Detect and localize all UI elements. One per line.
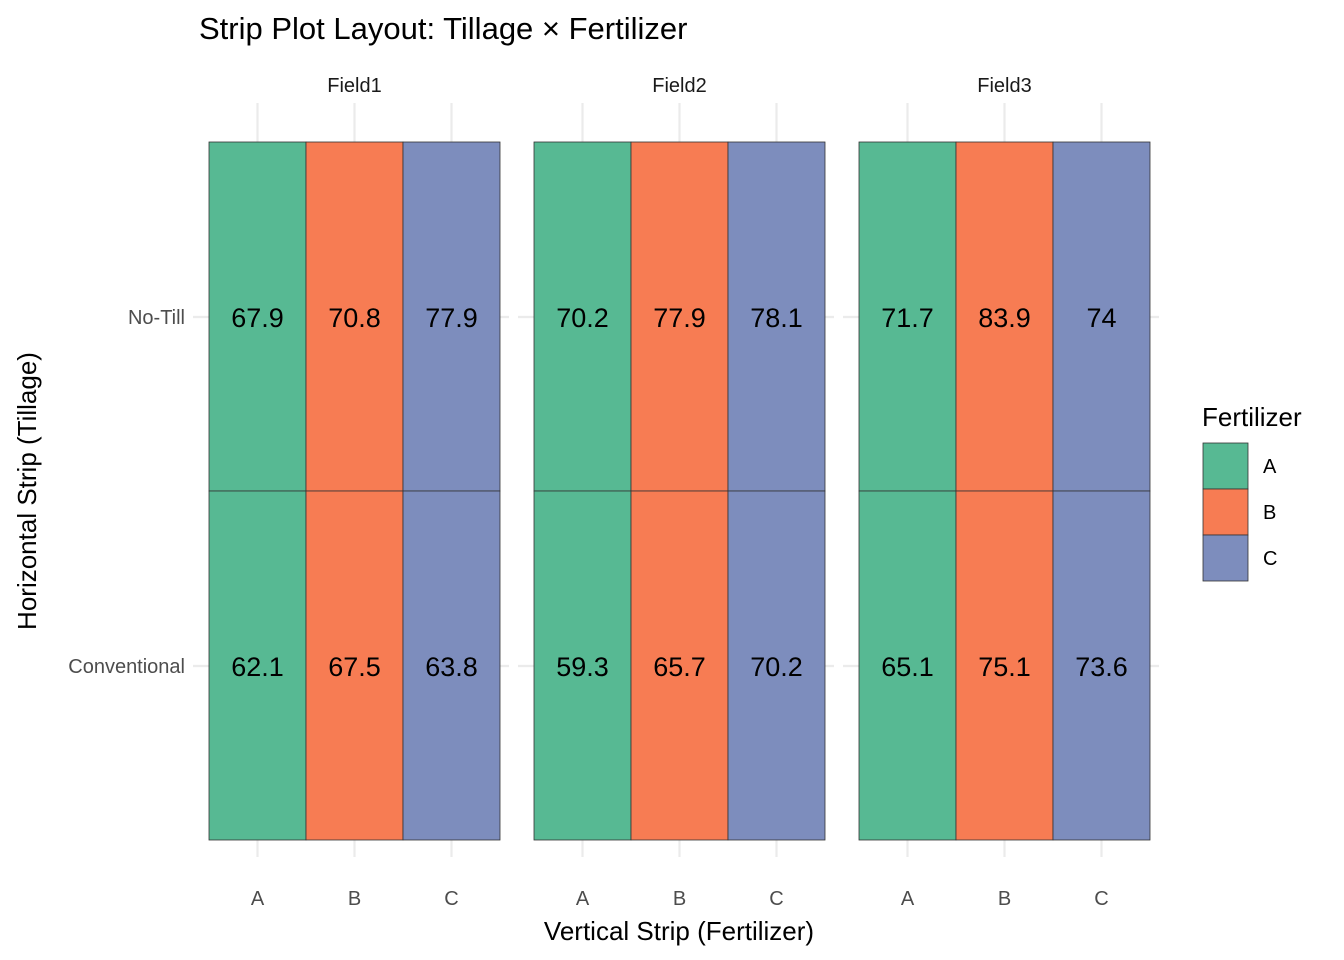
heatmap-cell: [402, 141, 501, 492]
x-axis-title: Vertical Strip (Fertilizer): [544, 916, 814, 946]
legend-label-a: A: [1263, 456, 1277, 478]
heatmap-cell: [533, 490, 632, 841]
facet-panels: Field1 67.9 70.8 77.9 62.1 67.5 63.8 A B C Field2 7…: [68, 75, 1159, 910]
heatmap-cell: [727, 141, 826, 492]
legend-label-c: C: [1263, 548, 1277, 570]
y-tick-label: Conventional: [68, 656, 185, 678]
cell-value-label: 74: [1086, 303, 1116, 333]
heatmap-cell: [305, 141, 404, 492]
cell-value-label: 59.3: [556, 652, 609, 682]
heatmap-cell: [630, 490, 729, 841]
legend: Fertilizer A B C: [1202, 402, 1302, 582]
x-tick-label: A: [901, 888, 915, 910]
heatmap-cell: [1052, 490, 1151, 841]
x-tick-label: B: [673, 888, 686, 910]
x-tick-label: A: [576, 888, 590, 910]
facet-panel-field1: Field1 67.9 70.8 77.9 62.1 67.5 63.8 A B C: [193, 75, 509, 910]
facet-strip-label: Field2: [652, 75, 706, 97]
facet-strip-label: Field3: [977, 75, 1031, 97]
x-tick-label: C: [444, 888, 458, 910]
legend-key-b: [1202, 488, 1249, 536]
cell-value-label: 65.1: [881, 652, 934, 682]
cell-value-label: 67.5: [328, 652, 381, 682]
cell-value-label: 75.1: [978, 652, 1031, 682]
heatmap-cell: [305, 490, 404, 841]
cell-value-label: 70.2: [750, 652, 803, 682]
cell-value-label: 73.6: [1075, 652, 1128, 682]
y-axis-title: Horizontal Strip (Tillage): [12, 352, 42, 630]
x-tick-label: B: [348, 888, 361, 910]
cell-value-label: 78.1: [750, 303, 803, 333]
heatmap-cell: [955, 490, 1054, 841]
cell-value-label: 71.7: [881, 303, 934, 333]
cell-value-label: 77.9: [653, 303, 706, 333]
heatmap-cell: [208, 141, 307, 492]
heatmap-cell: [533, 141, 632, 492]
cell-value-label: 63.8: [425, 652, 478, 682]
facet-strip-label: Field1: [327, 75, 381, 97]
chart-title: Strip Plot Layout: Tillage × Fertilizer: [199, 11, 687, 46]
heatmap-cell: [727, 490, 826, 841]
cell-value-label: 70.2: [556, 303, 609, 333]
cell-value-label: 83.9: [978, 303, 1031, 333]
heatmap-cell: [402, 490, 501, 841]
legend-key-c: [1202, 534, 1249, 582]
facet-panel-field2: Field2 70.2 77.9 78.1 59.3 65.7 70.2 A B C: [518, 75, 834, 910]
cell-value-label: 67.9: [231, 303, 284, 333]
x-tick-label: A: [251, 888, 265, 910]
x-tick-label: B: [998, 888, 1011, 910]
facet-panel-field3: Field3 71.7 83.9 74 65.1 75.1 73.6 A B C: [843, 75, 1159, 910]
cell-value-label: 70.8: [328, 303, 381, 333]
x-tick-label: C: [769, 888, 783, 910]
x-tick-label: C: [1094, 888, 1108, 910]
y-tick-label: No-Till: [128, 307, 185, 329]
heatmap-cell: [955, 141, 1054, 492]
heatmap-cell: [630, 141, 729, 492]
heatmap-cell: [1052, 141, 1151, 492]
legend-label-b: B: [1263, 502, 1276, 524]
legend-title: Fertilizer: [1202, 402, 1302, 432]
cell-value-label: 65.7: [653, 652, 706, 682]
cell-value-label: 77.9: [425, 303, 478, 333]
heatmap-cell: [858, 141, 957, 492]
legend-key-a: [1202, 442, 1249, 490]
heatmap-cell: [208, 490, 307, 841]
cell-value-label: 62.1: [231, 652, 284, 682]
